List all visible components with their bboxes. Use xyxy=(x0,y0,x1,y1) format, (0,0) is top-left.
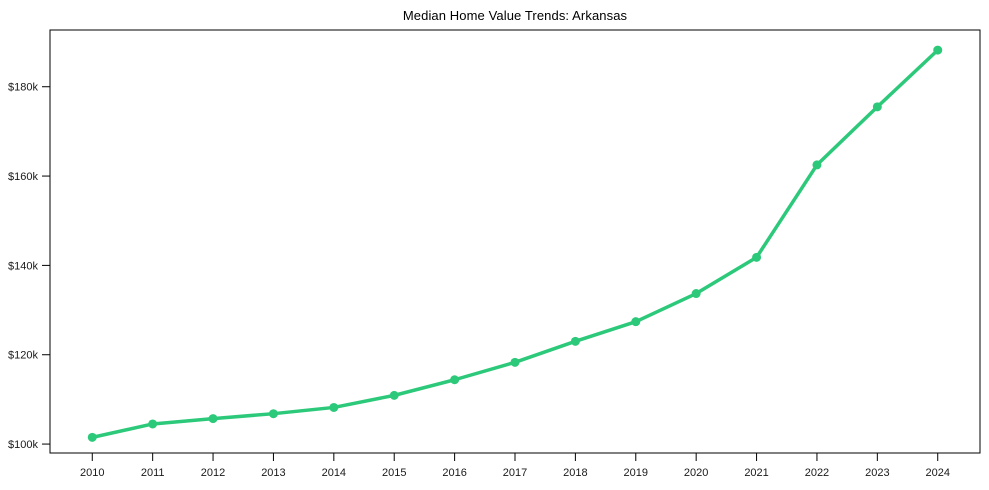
x-tick-label: 2020 xyxy=(684,467,708,479)
trend-line xyxy=(90,48,940,440)
chart-title: Median Home Value Trends: Arkansas xyxy=(402,8,628,23)
x-tick-label: 2021 xyxy=(744,467,768,479)
x-tick-label: 2012 xyxy=(201,467,225,479)
x-tick-label: 2019 xyxy=(624,467,648,479)
x-tick-label: 2023 xyxy=(865,467,889,479)
data-point xyxy=(268,409,278,419)
x-tick-label: 2011 xyxy=(141,467,165,479)
data-point xyxy=(812,160,822,170)
x-tick-label: 2024 xyxy=(925,467,949,479)
plot-border xyxy=(49,29,981,454)
x-tick-label: 2016 xyxy=(442,467,466,479)
x-tick-label: 2013 xyxy=(261,467,285,479)
data-point xyxy=(510,357,520,367)
y-tick-label: $180k xyxy=(8,82,38,94)
data-point xyxy=(450,375,460,385)
y-tick-label: $140k xyxy=(8,260,38,272)
data-point xyxy=(752,252,762,262)
y-tick-label: $100k xyxy=(8,439,38,451)
x-tick-label: 2014 xyxy=(322,467,346,479)
data-point xyxy=(389,390,399,400)
data-point xyxy=(570,336,580,346)
x-tick-label: 2022 xyxy=(805,467,829,479)
x-tick-label: 2010 xyxy=(80,467,104,479)
data-point xyxy=(631,317,641,327)
y-tick-label: $120k xyxy=(8,350,38,362)
data-point xyxy=(872,102,882,112)
y-tick-label: $160k xyxy=(8,171,38,183)
data-point xyxy=(691,289,701,299)
data-point xyxy=(208,414,218,424)
x-tick-label: 2015 xyxy=(382,467,406,479)
x-tick-label: 2017 xyxy=(503,467,527,479)
data-point xyxy=(148,419,158,429)
x-tick-label: 2018 xyxy=(563,467,587,479)
data-point xyxy=(329,402,339,412)
data-point xyxy=(87,432,97,442)
data-point xyxy=(933,45,943,55)
